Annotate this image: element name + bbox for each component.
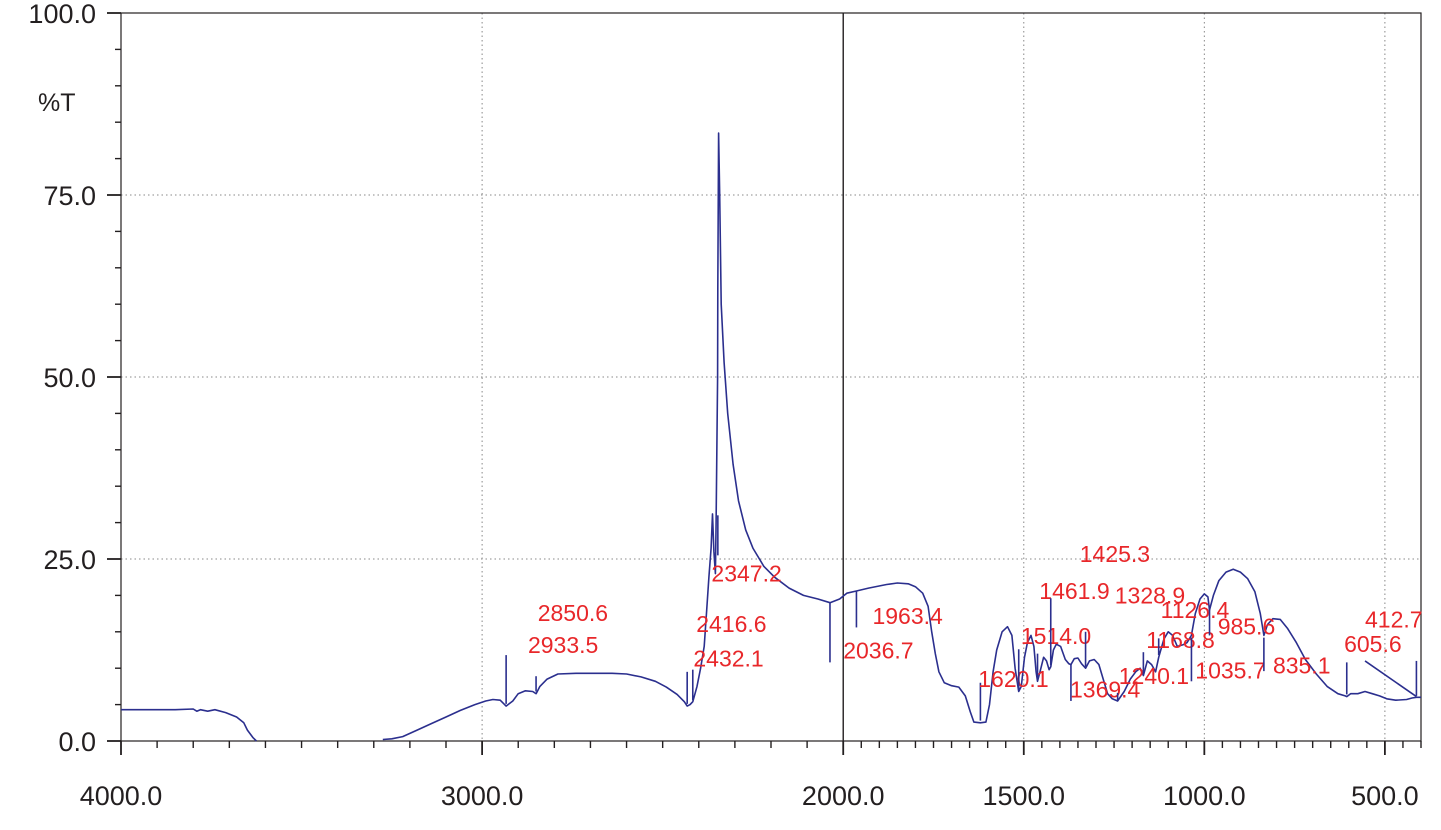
x-tick-label: 500.0 xyxy=(1351,781,1419,811)
y-tick-label: 50.0 xyxy=(43,363,96,393)
peak-label: 2432.1 xyxy=(693,646,763,672)
peak-label: 2347.2 xyxy=(711,561,781,587)
peak-label: 1425.3 xyxy=(1080,541,1150,567)
y-tick-label: 100.0 xyxy=(28,0,96,29)
y-tick-label: 0.0 xyxy=(58,727,96,757)
peak-label: 835.1 xyxy=(1273,652,1331,678)
peak-label: 1126.4 xyxy=(1161,597,1230,623)
peak-label: 605.6 xyxy=(1344,631,1402,657)
peak-label: 2036.7 xyxy=(843,638,913,664)
peak-label: 1514.0 xyxy=(1021,623,1091,649)
x-tick-label: 1500.0 xyxy=(982,781,1065,811)
spectrum-line xyxy=(121,708,257,742)
peak-label: 1461.9 xyxy=(1039,578,1109,604)
peak-annotations: 2933.5 2850.6 2432.1 2416.6 2347.2 2036.7 1963… xyxy=(505,515,1423,721)
peak-leader-line xyxy=(1364,660,1417,698)
y-axis-unit-label: %T xyxy=(38,89,76,117)
tick-labels: 4000.0 3000.0 2000.0 1500.0 1000.0 500.0 0.0 25… xyxy=(28,0,1418,811)
peak-label: 1240.1 xyxy=(1119,663,1189,689)
peak-label: 2416.6 xyxy=(696,611,766,637)
peak-label: 1369.4 xyxy=(1070,676,1141,702)
peak-label: 1035.7 xyxy=(1195,657,1265,683)
peak-label: 1963.4 xyxy=(872,603,943,629)
spectrum-line xyxy=(382,132,1421,741)
y-tick-label: 75.0 xyxy=(43,181,96,211)
peak-label: 2933.5 xyxy=(528,632,598,658)
peak-label: 2850.6 xyxy=(538,600,608,626)
x-tick-label: 4000.0 xyxy=(80,781,163,811)
grid-lines xyxy=(121,13,1421,741)
peak-label: 1168.8 xyxy=(1146,627,1215,653)
peak-label: 985.6 xyxy=(1218,614,1276,640)
peak-label: 412.7 xyxy=(1365,606,1423,632)
x-tick-label: 1000.0 xyxy=(1163,781,1246,811)
x-tick-label: 3000.0 xyxy=(441,781,524,811)
x-tick-label: 2000.0 xyxy=(802,781,885,811)
y-tick-label: 25.0 xyxy=(43,545,96,575)
spectrum-series xyxy=(121,132,1421,742)
peak-label: 1328.9 xyxy=(1115,582,1185,608)
tick-marks xyxy=(107,12,1422,755)
